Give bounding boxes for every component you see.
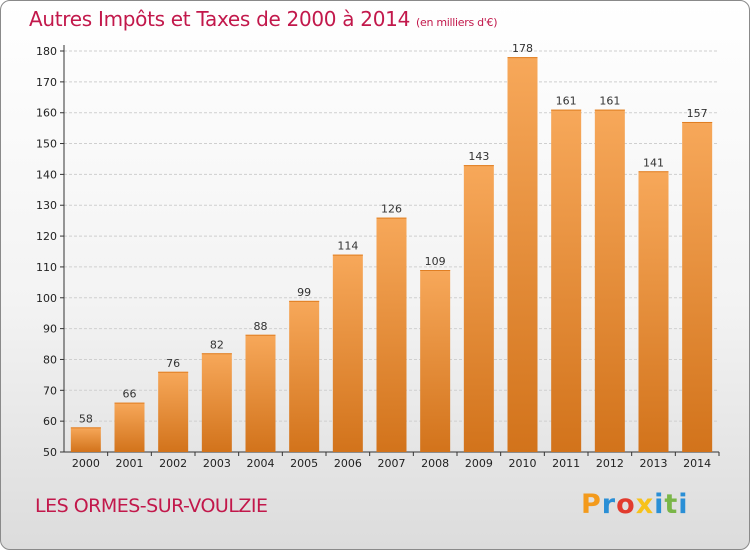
logo-letter: i: [678, 489, 689, 520]
x-tick-label: 2011: [552, 457, 580, 470]
bar: [463, 165, 494, 452]
data-label: 161: [599, 95, 620, 108]
data-label: 76: [166, 357, 180, 370]
data-label: 82: [210, 338, 224, 351]
bars: [70, 57, 713, 453]
x-tick-label: 2008: [421, 457, 449, 470]
chart-title-text: Autres Impôts et Taxes de 2000 à 2014: [29, 7, 410, 31]
bar: [289, 300, 320, 452]
bar: [507, 57, 538, 453]
y-tick-label: 140: [36, 168, 57, 181]
bar: [682, 121, 713, 452]
bar: [594, 109, 625, 452]
x-tick-label: 2003: [203, 457, 231, 470]
data-label: 109: [425, 255, 446, 268]
bar: [332, 254, 363, 452]
bar: [420, 270, 451, 452]
y-tick-label: 100: [36, 292, 57, 305]
y-tick-label: 70: [43, 384, 57, 397]
proxiti-logo: Proxiti: [581, 489, 689, 520]
x-tick-label: 2012: [596, 457, 624, 470]
bar: [201, 353, 232, 452]
data-label: 157: [687, 107, 708, 120]
data-label: 143: [468, 150, 489, 163]
x-tick-label: 2010: [509, 457, 537, 470]
y-tick-label: 150: [36, 138, 57, 151]
logo-letter: r: [601, 489, 617, 520]
data-label: 178: [512, 42, 533, 55]
data-label: 114: [337, 240, 358, 253]
chart-subtitle: (en milliers d'€): [416, 16, 498, 29]
bar: [376, 217, 407, 452]
bar: [551, 109, 582, 452]
bar: [70, 427, 101, 452]
data-label: 58: [79, 412, 93, 425]
y-tick-label: 170: [36, 76, 57, 89]
axes: 50 60 70 80 90 100 110 120 130 140 150 160 170 180 200…: [36, 45, 720, 470]
data-label: 161: [556, 95, 577, 108]
x-tick-label: 2000: [72, 457, 100, 470]
x-tick-label: 2014: [683, 457, 711, 470]
logo-letter: x: [635, 489, 655, 520]
commune-name: LES ORMES-SUR-VOULZIE: [35, 495, 268, 517]
y-tick-label: 50: [43, 446, 57, 459]
data-label: 88: [254, 320, 268, 333]
bar: [114, 402, 145, 452]
y-tick-label: 180: [36, 45, 57, 58]
data-label: 99: [297, 286, 311, 299]
y-tick-label: 120: [36, 230, 57, 243]
y-tick-label: 160: [36, 107, 57, 120]
y-tick-label: 130: [36, 199, 57, 212]
x-tick-label: 2004: [247, 457, 275, 470]
x-tick-label: 2006: [334, 457, 362, 470]
data-label: 141: [643, 156, 664, 169]
data-labels: 58 66 76 82 88 99 114 126 109 143 178 161 161 141 157: [79, 42, 708, 425]
x-tick-label: 2001: [116, 457, 144, 470]
x-tick-label: 2013: [640, 457, 668, 470]
logo-letter: o: [616, 489, 636, 520]
x-tick-label: 2007: [378, 457, 406, 470]
data-label: 126: [381, 203, 402, 216]
y-tick-label: 110: [36, 261, 57, 274]
y-tick-label: 90: [43, 323, 57, 336]
bar: [158, 371, 189, 452]
data-label: 66: [123, 388, 137, 401]
bar: [245, 334, 276, 452]
y-tick-label: 60: [43, 415, 57, 428]
chart-title: Autres Impôts et Taxes de 2000 à 2014 (en…: [29, 7, 497, 31]
bar: [638, 171, 669, 453]
y-tick-label: 80: [43, 353, 57, 366]
logo-letter: i: [654, 489, 665, 520]
logo-letter: t: [664, 489, 679, 520]
logo-letter: P: [581, 489, 602, 520]
x-tick-label: 2005: [290, 457, 318, 470]
x-tick-label: 2002: [159, 457, 187, 470]
x-tick-label: 2009: [465, 457, 493, 470]
